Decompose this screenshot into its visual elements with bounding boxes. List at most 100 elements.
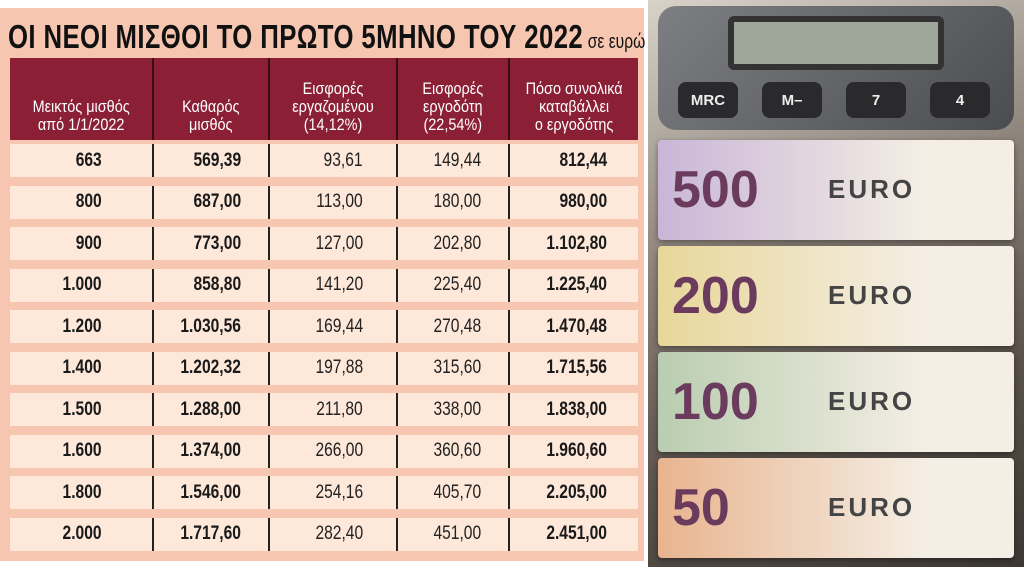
cell-value: 315,60 (433, 357, 481, 378)
cell-value: 1.800 (63, 481, 102, 503)
banknote-label: EURO (828, 174, 916, 204)
cell-value: 1.960,60 (546, 440, 607, 461)
table-cell: 1.202,32 (154, 351, 270, 385)
table-cell: 1.715,56 (510, 351, 638, 385)
calculator-key: M– (762, 82, 822, 118)
table-cell: 451,00 (398, 517, 510, 551)
cell-value: 2.205,00 (546, 481, 607, 503)
calculator-screen (728, 16, 944, 70)
cell-value: 282,40 (315, 523, 363, 544)
table-cell: 1.800 (10, 476, 154, 509)
table-cell: 211,80 (270, 393, 398, 426)
header-line: ο εργοδότης (534, 115, 614, 134)
table-cell: 197,88 (270, 351, 398, 385)
table-cell: 270,48 (398, 310, 510, 343)
header-line: από 1/1/2022 (37, 115, 125, 134)
table-cell: 266,00 (270, 434, 398, 468)
table-cell: 1.030,56 (154, 310, 270, 343)
cell-value: 800 (76, 191, 102, 212)
table-cell: 1.225,40 (510, 268, 638, 302)
table-body: 663 569,39 93,61 149,44 812,44 800 687,00 113,0… (10, 140, 638, 555)
table-row: 663 569,39 93,61 149,44 812,44 (10, 140, 638, 182)
cell-value: 1.600 (63, 440, 102, 461)
calculator: MRC M– 7 4 (658, 6, 1014, 130)
table-cell: 202,80 (398, 227, 510, 260)
cell-value: 2.451,00 (546, 523, 607, 544)
table-cell: 127,00 (270, 227, 398, 260)
cell-value: 569,39 (193, 149, 241, 171)
cell-value: 1.288,00 (180, 398, 241, 420)
title-main: ΟΙ ΝΕΟΙ ΜΙΣΘΟΙ ΤΟ ΠΡΩΤΟ 5ΜΗΝΟ ΤΟΥ 2022 (8, 18, 584, 55)
table-cell: 1.288,00 (154, 393, 270, 426)
table-cell: 1.400 (10, 351, 154, 385)
table-cell: 687,00 (154, 185, 270, 219)
table-cell: 149,44 (398, 144, 510, 177)
cell-value: 1.102,80 (546, 232, 607, 254)
table-row: 1.600 1.374,00 266,00 360,60 1.960,60 (10, 431, 638, 473)
banknote-label: EURO (828, 386, 916, 416)
banknote-denomination: 500 (672, 161, 759, 219)
banknote-500: 500 EURO (658, 140, 1014, 240)
column-header-1: Μεικτός μισθός από 1/1/2022 (10, 58, 154, 140)
calculator-key: MRC (678, 82, 738, 118)
cell-value: 141,20 (315, 274, 363, 295)
cell-value: 197,88 (315, 357, 363, 378)
calculator-key: 4 (930, 82, 990, 118)
table-cell: 1.717,60 (154, 517, 270, 551)
header-line: Μεικτός μισθός (32, 97, 130, 116)
cell-value: 1.200 (63, 315, 102, 337)
banknote-50: 50 EURO (658, 458, 1014, 558)
table-cell: 858,80 (154, 268, 270, 302)
column-header-3: Εισφορές εργαζομένου (14,12%) (270, 58, 398, 140)
table-row: 800 687,00 113,00 180,00 980,00 (10, 182, 638, 224)
table-cell: 1.960,60 (510, 434, 638, 468)
table-cell: 900 (10, 227, 154, 260)
table-cell: 141,20 (270, 268, 398, 302)
calculator-key: 7 (846, 82, 906, 118)
cell-value: 266,00 (315, 440, 363, 461)
cell-value: 1.202,32 (180, 357, 241, 378)
banknote-100: 100 EURO (658, 352, 1014, 452)
cell-value: 270,48 (433, 315, 481, 337)
cell-value: 405,70 (433, 481, 481, 503)
table-row: 1.000 858,80 141,20 225,40 1.225,40 (10, 265, 638, 307)
table-row: 1.200 1.030,56 169,44 270,48 1.470,48 (10, 306, 638, 348)
table-cell: 663 (10, 144, 154, 177)
banknote-denomination: 100 (672, 373, 759, 431)
cell-value: 127,00 (315, 232, 363, 254)
table-cell: 773,00 (154, 227, 270, 260)
cell-value: 1.225,40 (546, 274, 607, 295)
cell-value: 900 (76, 232, 102, 254)
header-line: μισθός (189, 115, 233, 134)
cell-value: 773,00 (193, 232, 241, 254)
table-cell: 93,61 (270, 144, 398, 177)
cell-value: 1.374,00 (180, 440, 241, 461)
cell-value: 169,44 (315, 315, 363, 337)
header-line: Πόσο συνολικά (525, 79, 623, 98)
table-cell: 1.000 (10, 268, 154, 302)
header-line: εργαζομένου (292, 97, 374, 116)
table-cell: 1.102,80 (510, 227, 638, 260)
column-header-5: Πόσο συνολικά καταβάλλει ο εργοδότης (510, 58, 638, 140)
header-line: Καθαρός (182, 97, 240, 116)
table-cell: 254,16 (270, 476, 398, 509)
table-row: 900 773,00 127,00 202,80 1.102,80 (10, 223, 638, 265)
table-cell: 980,00 (510, 185, 638, 219)
cell-value: 338,00 (433, 398, 481, 420)
cell-value: 225,40 (433, 274, 481, 295)
table-header: Μεικτός μισθός από 1/1/2022 Καθαρός μισθός Ε… (10, 58, 638, 140)
banknote-200: 200 EURO (658, 246, 1014, 346)
table-cell: 812,44 (510, 144, 638, 177)
cell-value: 663 (76, 149, 102, 171)
cell-value: 180,00 (433, 191, 481, 212)
cell-value: 1.500 (63, 398, 102, 420)
header-line: καταβάλλει (538, 97, 610, 116)
table-cell: 1.838,00 (510, 393, 638, 426)
cell-value: 93,61 (324, 149, 363, 171)
banknote-denomination: 200 (672, 267, 759, 325)
table-cell: 2.000 (10, 517, 154, 551)
cell-value: 202,80 (433, 232, 481, 254)
cell-value: 113,00 (316, 191, 363, 212)
cell-value: 858,80 (193, 274, 241, 295)
column-header-4: Εισφορές εργοδότη (22,54%) (398, 58, 510, 140)
